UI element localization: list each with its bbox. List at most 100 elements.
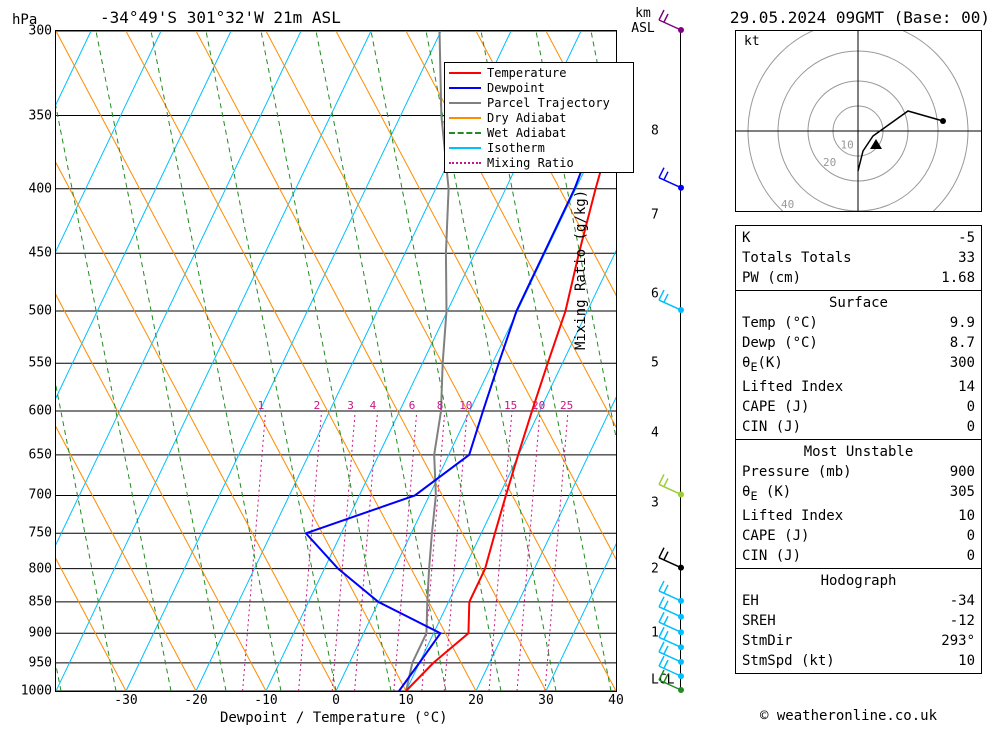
km-tick: 3	[616, 496, 659, 511]
pressure-tick: 400	[29, 181, 56, 196]
mixing-ratio-value: 1	[258, 399, 265, 412]
data-label: CAPE (J)	[742, 526, 809, 546]
pressure-tick: 450	[29, 246, 56, 261]
chart-area: TemperatureDewpointParcel TrajectoryDry …	[55, 30, 617, 692]
mixing-ratio-value: 10	[459, 399, 472, 412]
data-value: 300	[950, 353, 975, 377]
km-tick: 2	[616, 561, 659, 576]
data-value: -5	[958, 228, 975, 248]
svg-text:20: 20	[823, 156, 836, 169]
pressure-tick: 650	[29, 447, 56, 462]
pressure-tick: 550	[29, 356, 56, 371]
data-row: StmDir 293°	[742, 631, 975, 651]
skewt-diagram: hPa -34°49'S 301°32'W 21m ASL kmASL 29.0…	[0, 0, 1000, 733]
temp-tick: 0	[332, 691, 340, 708]
pressure-tick: 300	[29, 24, 56, 39]
data-label: θE(K)	[742, 353, 783, 377]
data-row: θE(K) 300	[742, 353, 975, 377]
data-row: EH -34	[742, 591, 975, 611]
hodograph-svg: kt 10 20 40	[736, 31, 981, 211]
y-axis-right-label: kmASL	[628, 6, 658, 36]
temp-tick: 30	[538, 691, 554, 708]
data-label: θE (K)	[742, 482, 791, 506]
pressure-tick: 1000	[21, 684, 56, 699]
data-row: SREH -12	[742, 611, 975, 631]
legend-swatch	[449, 117, 481, 119]
copyright-text: © weatheronline.co.uk	[760, 708, 937, 724]
data-row: Lifted Index 14	[742, 377, 975, 397]
pressure-tick: 600	[29, 403, 56, 418]
legend-label: Temperature	[487, 66, 566, 80]
mixing-ratio-value: 20	[532, 399, 545, 412]
mixing-ratio-label: Mixing Ratio (g/kg)	[573, 190, 589, 350]
data-row: Temp (°C)9.9	[742, 313, 975, 333]
km-tick: 7	[616, 208, 659, 223]
data-label: Dewp (°C)	[742, 333, 818, 353]
section-header: Hodograph	[742, 571, 975, 591]
legend-swatch	[449, 132, 481, 134]
data-value: 0	[967, 417, 975, 437]
svg-text:10: 10	[841, 139, 854, 152]
mixing-ratio-value: 4	[370, 399, 377, 412]
data-row: StmSpd (kt)10	[742, 651, 975, 671]
data-value: 33	[958, 248, 975, 268]
mixing-ratio-value: 2	[314, 399, 321, 412]
legend-row: Dewpoint	[449, 80, 629, 95]
pressure-tick: 900	[29, 626, 56, 641]
data-value: 0	[967, 546, 975, 566]
data-label: StmSpd (kt)	[742, 651, 835, 671]
km-tick: 6	[616, 287, 659, 302]
hodograph: kt 10 20 40	[735, 30, 982, 212]
data-label: Lifted Index	[742, 377, 843, 397]
svg-text:kt: kt	[744, 34, 760, 49]
data-row: PW (cm)1.68	[742, 268, 975, 288]
legend-row: Parcel Trajectory	[449, 95, 629, 110]
data-label: SREH	[742, 611, 776, 631]
location-title: -34°49'S 301°32'W 21m ASL	[100, 8, 341, 27]
data-value: 0	[967, 526, 975, 546]
pressure-tick: 500	[29, 304, 56, 319]
data-value: 10	[958, 506, 975, 526]
data-value: 293°	[941, 631, 975, 651]
legend-label: Wet Adiabat	[487, 126, 566, 140]
wind-column	[680, 30, 711, 690]
data-value: 14	[958, 377, 975, 397]
mixing-ratio-value: 8	[437, 399, 444, 412]
data-value: 9.9	[950, 313, 975, 333]
data-label: CIN (J)	[742, 417, 801, 437]
legend: TemperatureDewpointParcel TrajectoryDry …	[444, 62, 634, 173]
data-row: Pressure (mb)900	[742, 462, 975, 482]
legend-label: Parcel Trajectory	[487, 96, 610, 110]
legend-swatch	[449, 72, 481, 74]
legend-label: Dry Adiabat	[487, 111, 566, 125]
data-value: -34	[950, 591, 975, 611]
legend-row: Isotherm	[449, 140, 629, 155]
km-tick: 1	[616, 626, 659, 641]
mixing-ratio-value: 6	[409, 399, 416, 412]
temp-tick: 20	[468, 691, 484, 708]
data-label: EH	[742, 591, 759, 611]
pressure-tick: 700	[29, 488, 56, 503]
data-row: Dewp (°C)8.7	[742, 333, 975, 353]
data-section: Most UnstablePressure (mb)900θE (K)305Li…	[736, 440, 981, 569]
data-label: PW (cm)	[742, 268, 801, 288]
pressure-tick: 950	[29, 655, 56, 670]
data-value: 900	[950, 462, 975, 482]
temp-tick: -10	[254, 691, 277, 708]
data-row: CIN (J)0	[742, 546, 975, 566]
data-row: Lifted Index 10	[742, 506, 975, 526]
data-value: 305	[950, 482, 975, 506]
temp-tick: -20	[184, 691, 207, 708]
pressure-tick: 750	[29, 526, 56, 541]
indices-table: K-5Totals Totals33PW (cm)1.68SurfaceTemp…	[735, 225, 982, 674]
data-label: StmDir	[742, 631, 793, 651]
svg-text:40: 40	[781, 198, 794, 211]
data-value: 0	[967, 397, 975, 417]
datetime-title: 29.05.2024 09GMT (Base: 00)	[730, 8, 990, 27]
section-header: Surface	[742, 293, 975, 313]
legend-label: Mixing Ratio	[487, 156, 574, 170]
data-value: -12	[950, 611, 975, 631]
data-label: Lifted Index	[742, 506, 843, 526]
data-row: CAPE (J)0	[742, 397, 975, 417]
temp-tick: 10	[398, 691, 414, 708]
